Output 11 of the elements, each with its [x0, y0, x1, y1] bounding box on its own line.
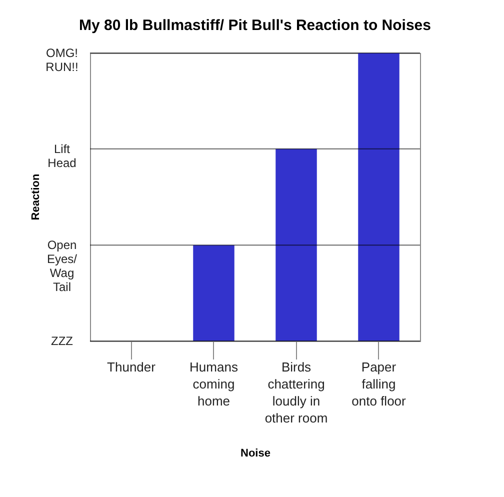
ref-line-label: Open Eyes/ Wag Tail	[46, 238, 78, 294]
x-tick-label: Humans coming home	[190, 360, 238, 408]
x-tick-label: Birds chattering loudly in other room	[264, 360, 328, 426]
x-tick-label: Thunder	[107, 360, 156, 374]
ref-line-label: OMG! RUN!!	[46, 46, 78, 74]
x-tick-label: Paper falling onto floor	[352, 360, 407, 408]
y-axis-title: Reaction	[30, 174, 42, 220]
x-axis-title: Noise	[240, 448, 270, 460]
ref-line-label: Lift Head	[48, 142, 76, 170]
chart-title: My 80 lb Bullmastiff/ Pit Bull's Reaction to Noises	[79, 17, 431, 34]
ref-line-label: ZZZ	[51, 334, 73, 348]
